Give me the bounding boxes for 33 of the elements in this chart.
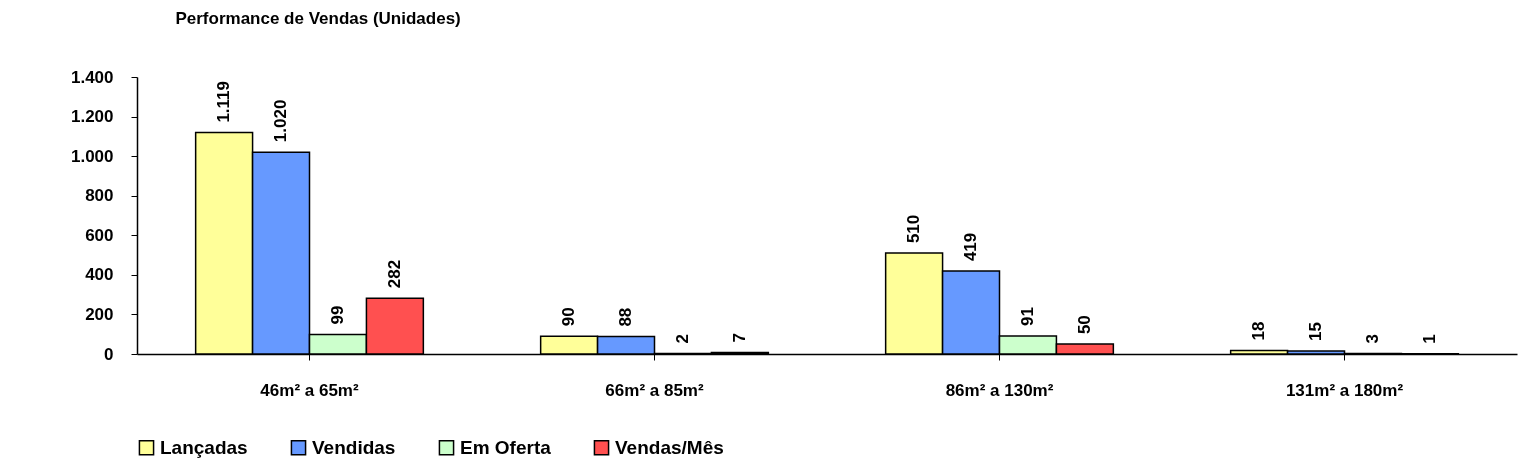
data-label: 18 [1249, 321, 1269, 341]
legend-label: Vendidas [312, 436, 396, 458]
y-tick-label: 200 [85, 304, 114, 324]
data-label: 3 [1362, 333, 1382, 344]
chart-title: Performance de Vendas (Unidades) [175, 9, 461, 28]
data-label: 90 [559, 307, 579, 327]
data-label: 282 [384, 259, 404, 289]
data-label: 1 [1419, 334, 1439, 344]
x-tick-label: 131m² a 180m² [1285, 380, 1404, 400]
y-tick-label: 400 [85, 265, 114, 285]
y-tick-label: 1.400 [70, 67, 114, 87]
data-label: 91 [1017, 307, 1037, 326]
legend-label: Lançadas [160, 436, 248, 458]
data-label: 7 [729, 333, 749, 343]
x-tick-label: 86m² a 130m² [945, 380, 1054, 400]
data-label: 2 [672, 334, 692, 344]
data-label: 510 [904, 214, 924, 244]
y-tick-label: 600 [85, 225, 114, 245]
x-tick-label: 46m² a 65m² [260, 380, 359, 400]
data-label: 15 [1306, 322, 1326, 342]
y-tick-label: 0 [104, 344, 114, 364]
y-tick-label: 1.000 [70, 146, 114, 166]
legend-label: Vendas/Mês [615, 436, 724, 458]
y-tick-label: 800 [85, 186, 114, 206]
data-label: 99 [327, 305, 347, 325]
data-label: 1.020 [271, 99, 291, 143]
x-tick-label: 66m² a 85m² [605, 380, 704, 400]
y-tick-label: 1.200 [70, 107, 114, 127]
data-label: 88 [616, 307, 636, 327]
data-label: 50 [1074, 315, 1094, 335]
legend-label: Em Oferta [460, 436, 552, 458]
data-label: 419 [961, 232, 981, 262]
data-label: 1.119 [214, 80, 234, 123]
